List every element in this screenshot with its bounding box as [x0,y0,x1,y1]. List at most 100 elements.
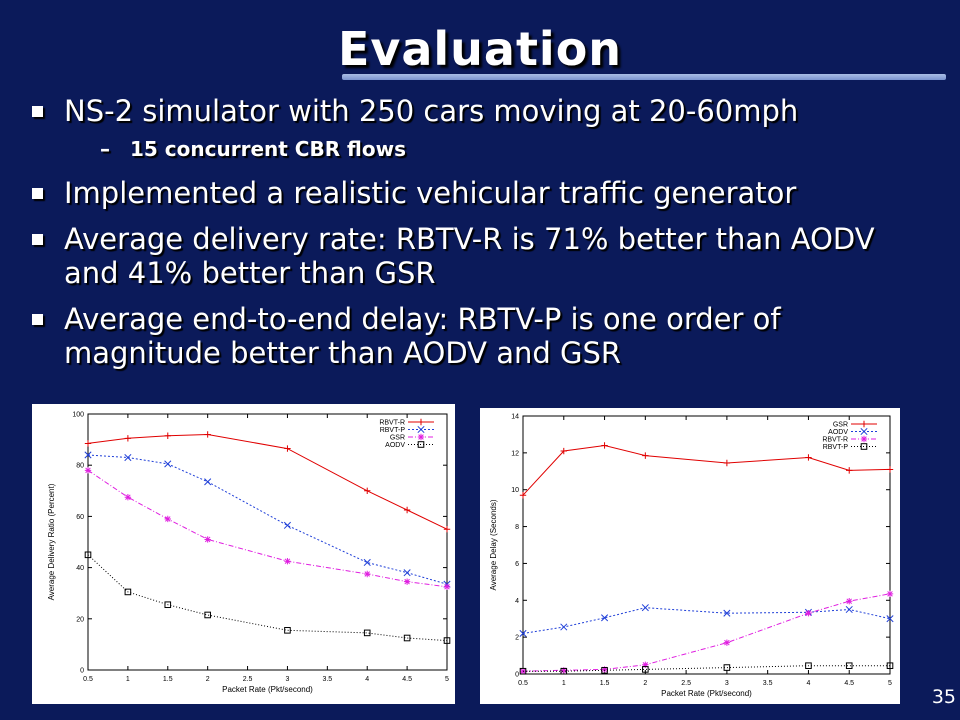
y-tick-label: 100 [72,412,84,419]
legend-entry: RBVT-P [823,443,877,451]
data-point [519,492,527,499]
data-point [886,615,894,623]
y-tick-label: 60 [76,514,84,521]
bullet-item: Average end-to-end delay: RBTV-P is one … [30,302,930,370]
data-point [601,667,608,674]
data-point [723,664,731,671]
data-point [846,467,853,474]
x-tick-label: 3.5 [763,680,773,687]
data-point [560,667,567,674]
data-point [204,431,211,438]
data-point [124,494,132,501]
series-line [87,433,448,530]
x-tick-label: 0.5 [83,676,93,683]
legend-entry: RBVT-R [822,435,877,444]
series-gsr [519,442,894,499]
sub-bullet-item: – 15 concurrent CBR flows [30,136,930,162]
bullet-text: Average end-to-end delay: RBTV-P is one … [64,302,781,370]
series-rbvt-r [519,590,894,675]
series-line [522,593,891,672]
data-point [723,609,731,617]
x-tick-label: 3.5 [322,676,332,683]
legend-entry: GSR [833,420,877,429]
data-point [846,598,853,605]
legend-label: RBVT-R [379,420,405,427]
series-aodv [84,551,451,644]
data-point [283,521,291,529]
y-tick-label: 0 [515,672,519,679]
bullet-text: Implemented a realistic vehicular traffi… [64,176,797,210]
y-tick-label: 2 [515,635,519,642]
x-tick-label: 2.5 [681,680,691,687]
x-tick-label: 5 [445,676,449,683]
x-tick-label: 2 [643,680,647,687]
data-point [642,661,649,668]
x-tick-label: 1 [126,676,130,683]
data-point [403,506,411,514]
data-point [124,435,132,442]
legend-marker [860,427,868,436]
dash-bullet-icon: – [100,137,110,161]
square-bullet-icon [32,314,43,325]
x-tick-label: 4.5 [844,680,854,687]
data-point [164,432,171,439]
data-point [403,578,411,585]
x-axis-label: Packet Rate (Pkt/second) [661,689,752,698]
series-aodv [519,604,894,638]
y-tick-label: 8 [515,524,519,531]
series-line [87,554,448,642]
legend-marker [417,433,425,441]
y-tick-label: 80 [76,463,84,470]
legend-marker [417,418,425,426]
legend-marker [417,425,425,434]
legend-label: RBVT-R [822,437,848,444]
data-point [845,605,853,614]
data-point [364,570,371,578]
y-tick-label: 12 [511,450,519,457]
bullet-list: NS-2 simulator with 250 cars moving at 2… [30,94,930,382]
data-point [641,604,649,612]
legend-entry: GSR [390,433,434,442]
data-point [84,440,92,447]
delivery-ratio-chart: 0.5 1 1.5 2 2.5 3 3.5 4 4.5 5 0 20 40 60 80 100 Packet R… [32,404,455,704]
legend-marker [860,420,868,428]
series-line [523,665,890,672]
y-tick-label: 20 [76,616,84,623]
x-axis-label: Packet Rate (Pkt/second) [222,685,313,694]
square-bullet-icon [32,234,43,245]
title-rule [342,74,946,80]
series-rbvt-r [84,431,451,533]
data-point [164,601,172,609]
data-point [363,558,371,567]
legend-label: GSR [833,422,848,429]
slide-title: Evaluation [337,22,623,76]
bullet-item: NS-2 simulator with 250 cars moving at 2… [30,94,930,128]
data-point [84,467,92,474]
data-point [805,454,812,461]
x-tick-label: 2.5 [243,676,253,683]
data-point [601,666,608,673]
data-point [642,452,649,459]
y-axis-label: Average Delivery Ratio (Percent) [47,483,56,600]
y-tick-label: 6 [515,561,519,568]
data-point [886,466,894,473]
data-point [601,614,609,622]
x-tick-label: 2 [206,676,210,683]
data-point [284,627,291,634]
data-point [886,662,894,670]
plot-frame [87,413,448,671]
series-line [87,454,448,585]
data-point [84,551,92,559]
data-point [403,634,411,642]
data-point [204,611,211,619]
legend-marker [860,443,868,450]
x-tick-label: 4.5 [402,676,412,683]
x-tick-label: 4 [365,676,369,683]
legend-entry: AODV [385,441,434,449]
data-point [204,478,212,486]
data-point [560,623,568,631]
bullet-item: Implemented a realistic vehicular traffi… [30,176,930,210]
data-point [805,662,812,670]
data-point [124,453,132,462]
bullet-text: NS-2 simulator with 250 cars moving at 2… [64,94,799,128]
